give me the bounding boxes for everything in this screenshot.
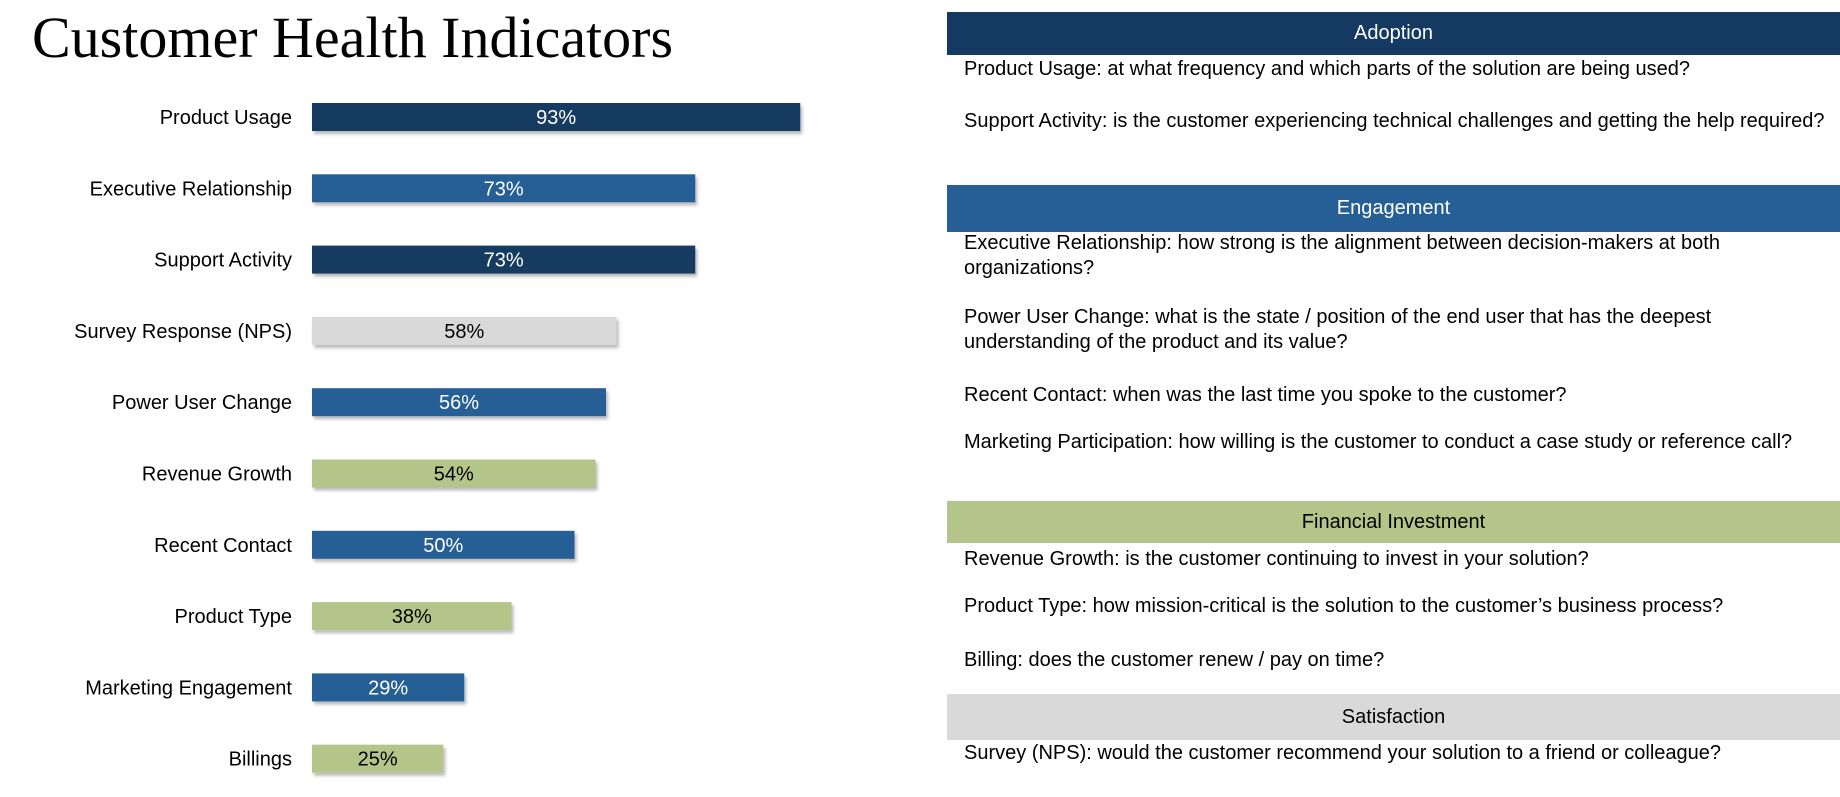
legend-description: Support Activity: is the customer experi… <box>964 110 1825 132</box>
legend-header: Engagement <box>947 185 1840 232</box>
bar-value-label: 58% <box>444 321 484 343</box>
legend-description: Product Usage: at what frequency and whi… <box>964 58 1691 80</box>
bar-value-label: 93% <box>536 107 576 129</box>
legend-description: Marketing Participation: how willing is … <box>964 431 1793 453</box>
bar-value-label: 73% <box>484 250 524 272</box>
legend-description: Billing: does the customer renew / pay o… <box>964 649 1385 671</box>
bar <box>312 174 696 203</box>
legend-description: Product Type: how mission-critical is th… <box>964 595 1724 617</box>
category-label: Recent Contact <box>154 535 292 557</box>
bar-value-label: 54% <box>434 464 474 486</box>
category-label: Support Activity <box>154 250 292 272</box>
bar-value-label: 25% <box>358 749 398 771</box>
category-label: Revenue Growth <box>142 464 292 486</box>
category-label: Executive Relationship <box>90 178 292 200</box>
bar-value-label: 29% <box>368 677 408 699</box>
bar <box>312 388 606 417</box>
bar <box>312 744 444 773</box>
category-label: Marketing Engagement <box>85 677 292 699</box>
category-label: Power User Change <box>112 392 292 414</box>
bar <box>312 673 465 702</box>
bar-value-label: 38% <box>392 606 432 628</box>
bar <box>312 245 696 274</box>
legend-description: Survey (NPS): would the customer recomme… <box>964 742 1722 764</box>
bar <box>312 602 512 631</box>
bar <box>312 530 575 559</box>
legend-description: Revenue Growth: is the customer continui… <box>964 548 1589 570</box>
bar-value-label: 73% <box>484 178 524 200</box>
bar <box>312 459 596 488</box>
legend-header: Financial Investment <box>947 501 1840 543</box>
bar-chart: Product Usage 93% Executive Relationship 73… <box>74 103 801 773</box>
category-label: Survey Response (NPS) <box>74 321 292 343</box>
category-label: Product Type <box>175 606 292 628</box>
legend-header: Satisfaction <box>947 694 1840 740</box>
bar <box>312 103 801 131</box>
category-label: Billings <box>229 749 292 771</box>
page-title: Customer Health Indicators <box>32 5 674 70</box>
bar-value-label: 50% <box>423 535 463 557</box>
legend-description: Recent Contact: when was the last time y… <box>964 384 1567 406</box>
legend-description: Power User Change: what is the state / p… <box>964 306 1712 353</box>
bar-value-label: 56% <box>439 392 479 414</box>
legend-header: Adoption <box>947 12 1840 55</box>
legend-description: Executive Relationship: how strong is th… <box>964 232 1720 279</box>
category-label: Product Usage <box>160 107 292 129</box>
bar <box>312 316 617 345</box>
